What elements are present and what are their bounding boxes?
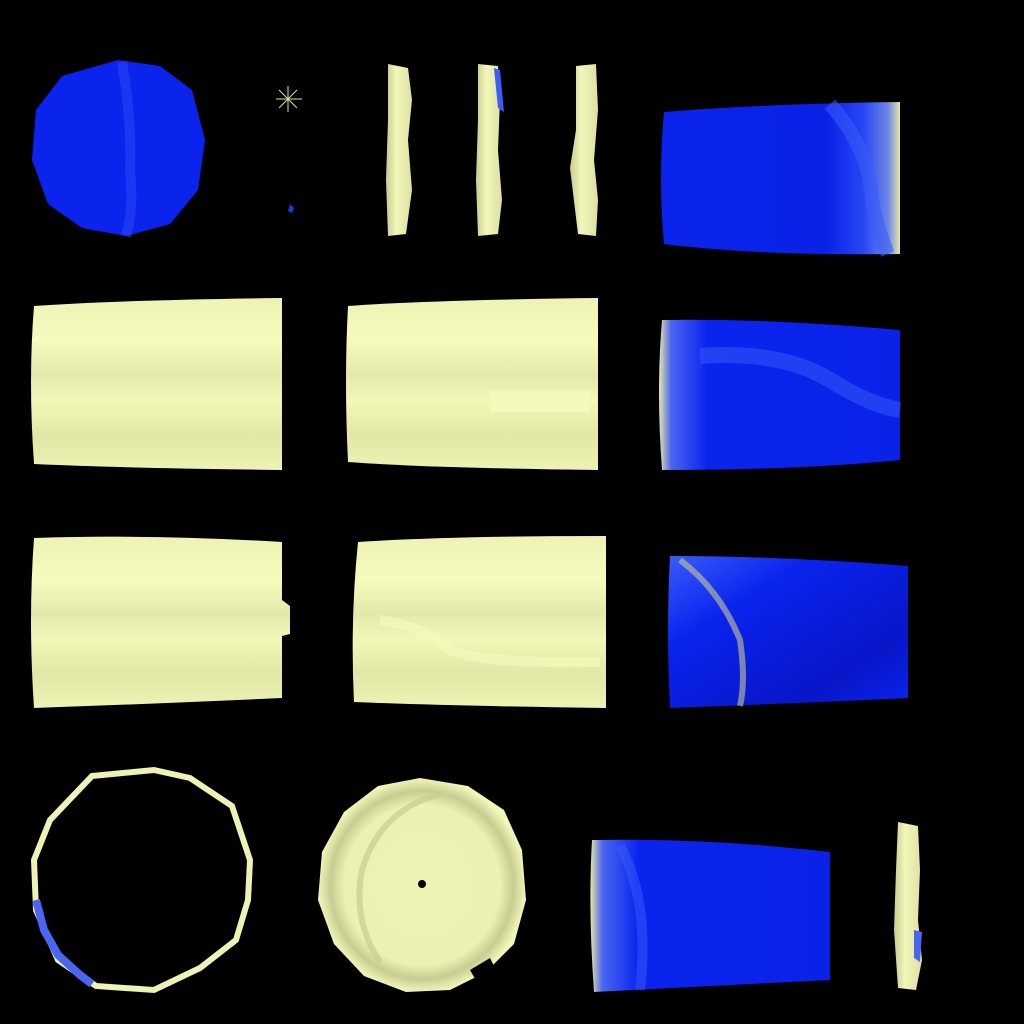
blue-disc xyxy=(32,60,205,238)
cream-panel-row3-center xyxy=(352,536,606,708)
cream-panel-row3-left xyxy=(31,536,290,708)
blue-panel-row2-right xyxy=(659,319,902,470)
blue-panel-row3-right xyxy=(668,556,908,708)
cream-panel-row2-left xyxy=(31,298,282,470)
cream-sliver-1 xyxy=(386,64,412,236)
speck-marks xyxy=(276,86,302,213)
cream-panel-row2-center xyxy=(346,298,598,470)
cream-disc xyxy=(318,778,526,992)
blue-panel-bottom xyxy=(590,839,830,992)
blue-panel-top-right xyxy=(661,99,900,257)
cream-sliver-3 xyxy=(570,64,598,236)
cream-sliver-4 xyxy=(894,822,922,990)
cream-ring xyxy=(30,766,254,994)
cream-sliver-2 xyxy=(476,64,504,236)
